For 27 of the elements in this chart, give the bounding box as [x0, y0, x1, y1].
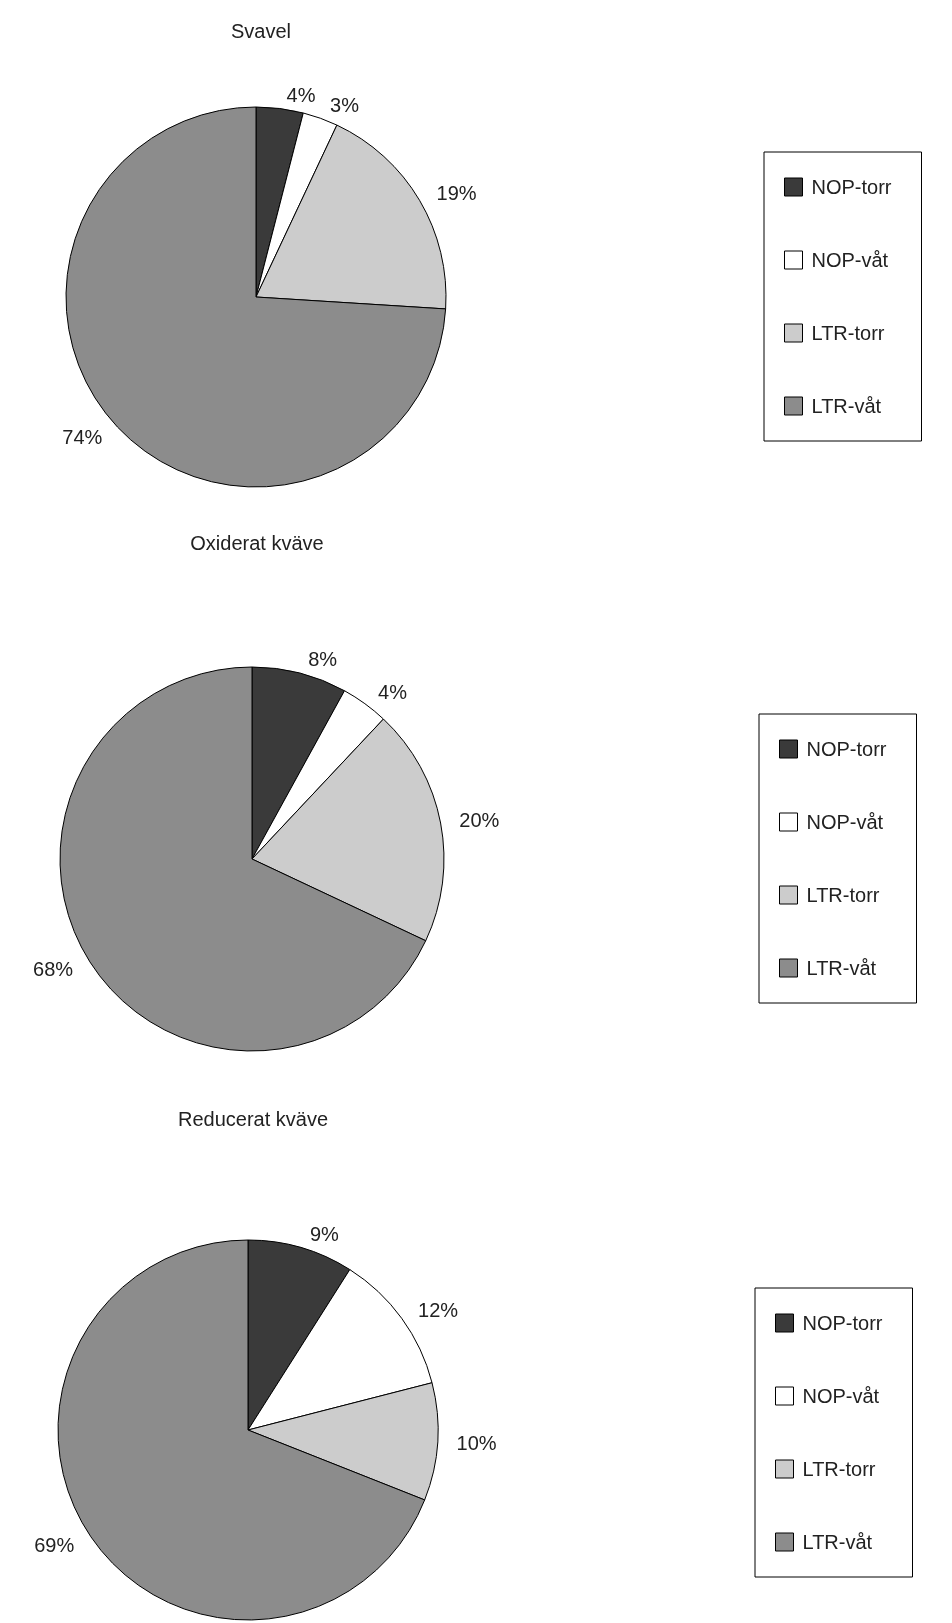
legend-label: NOP-torr: [811, 176, 892, 198]
data-label: 19%: [436, 182, 477, 205]
data-label: 10%: [456, 1431, 497, 1454]
legend-label: NOP-torr: [806, 738, 887, 760]
legend-label: NOP-våt: [806, 811, 884, 833]
legend-label: LTR-våt: [806, 957, 877, 979]
legend-label: NOP-torr: [802, 1312, 883, 1334]
data-label: 74%: [62, 425, 103, 448]
legend-label: LTR-torr: [811, 322, 885, 344]
data-label: 3%: [330, 94, 360, 117]
chart-title: Reducerat kväve: [177, 1108, 329, 1130]
data-label: 4%: [378, 681, 408, 704]
chart-title: Svavel: [230, 20, 292, 42]
data-label: 68%: [33, 958, 74, 981]
data-label: 69%: [34, 1533, 75, 1556]
data-label: 20%: [459, 809, 500, 832]
legend-label: NOP-våt: [802, 1385, 880, 1407]
data-label: 9%: [309, 1223, 340, 1246]
legend-label: LTR-torr: [802, 1458, 876, 1480]
legend-label: NOP-våt: [811, 249, 889, 271]
data-label: 12%: [418, 1299, 459, 1322]
data-label: 8%: [308, 648, 338, 671]
legend-label: LTR-våt: [802, 1531, 873, 1553]
legend-label: LTR-torr: [806, 884, 880, 906]
chart-title: Oxiderat kväve: [190, 532, 324, 554]
data-label: 4%: [286, 83, 316, 106]
legend-label: LTR-våt: [811, 395, 882, 417]
